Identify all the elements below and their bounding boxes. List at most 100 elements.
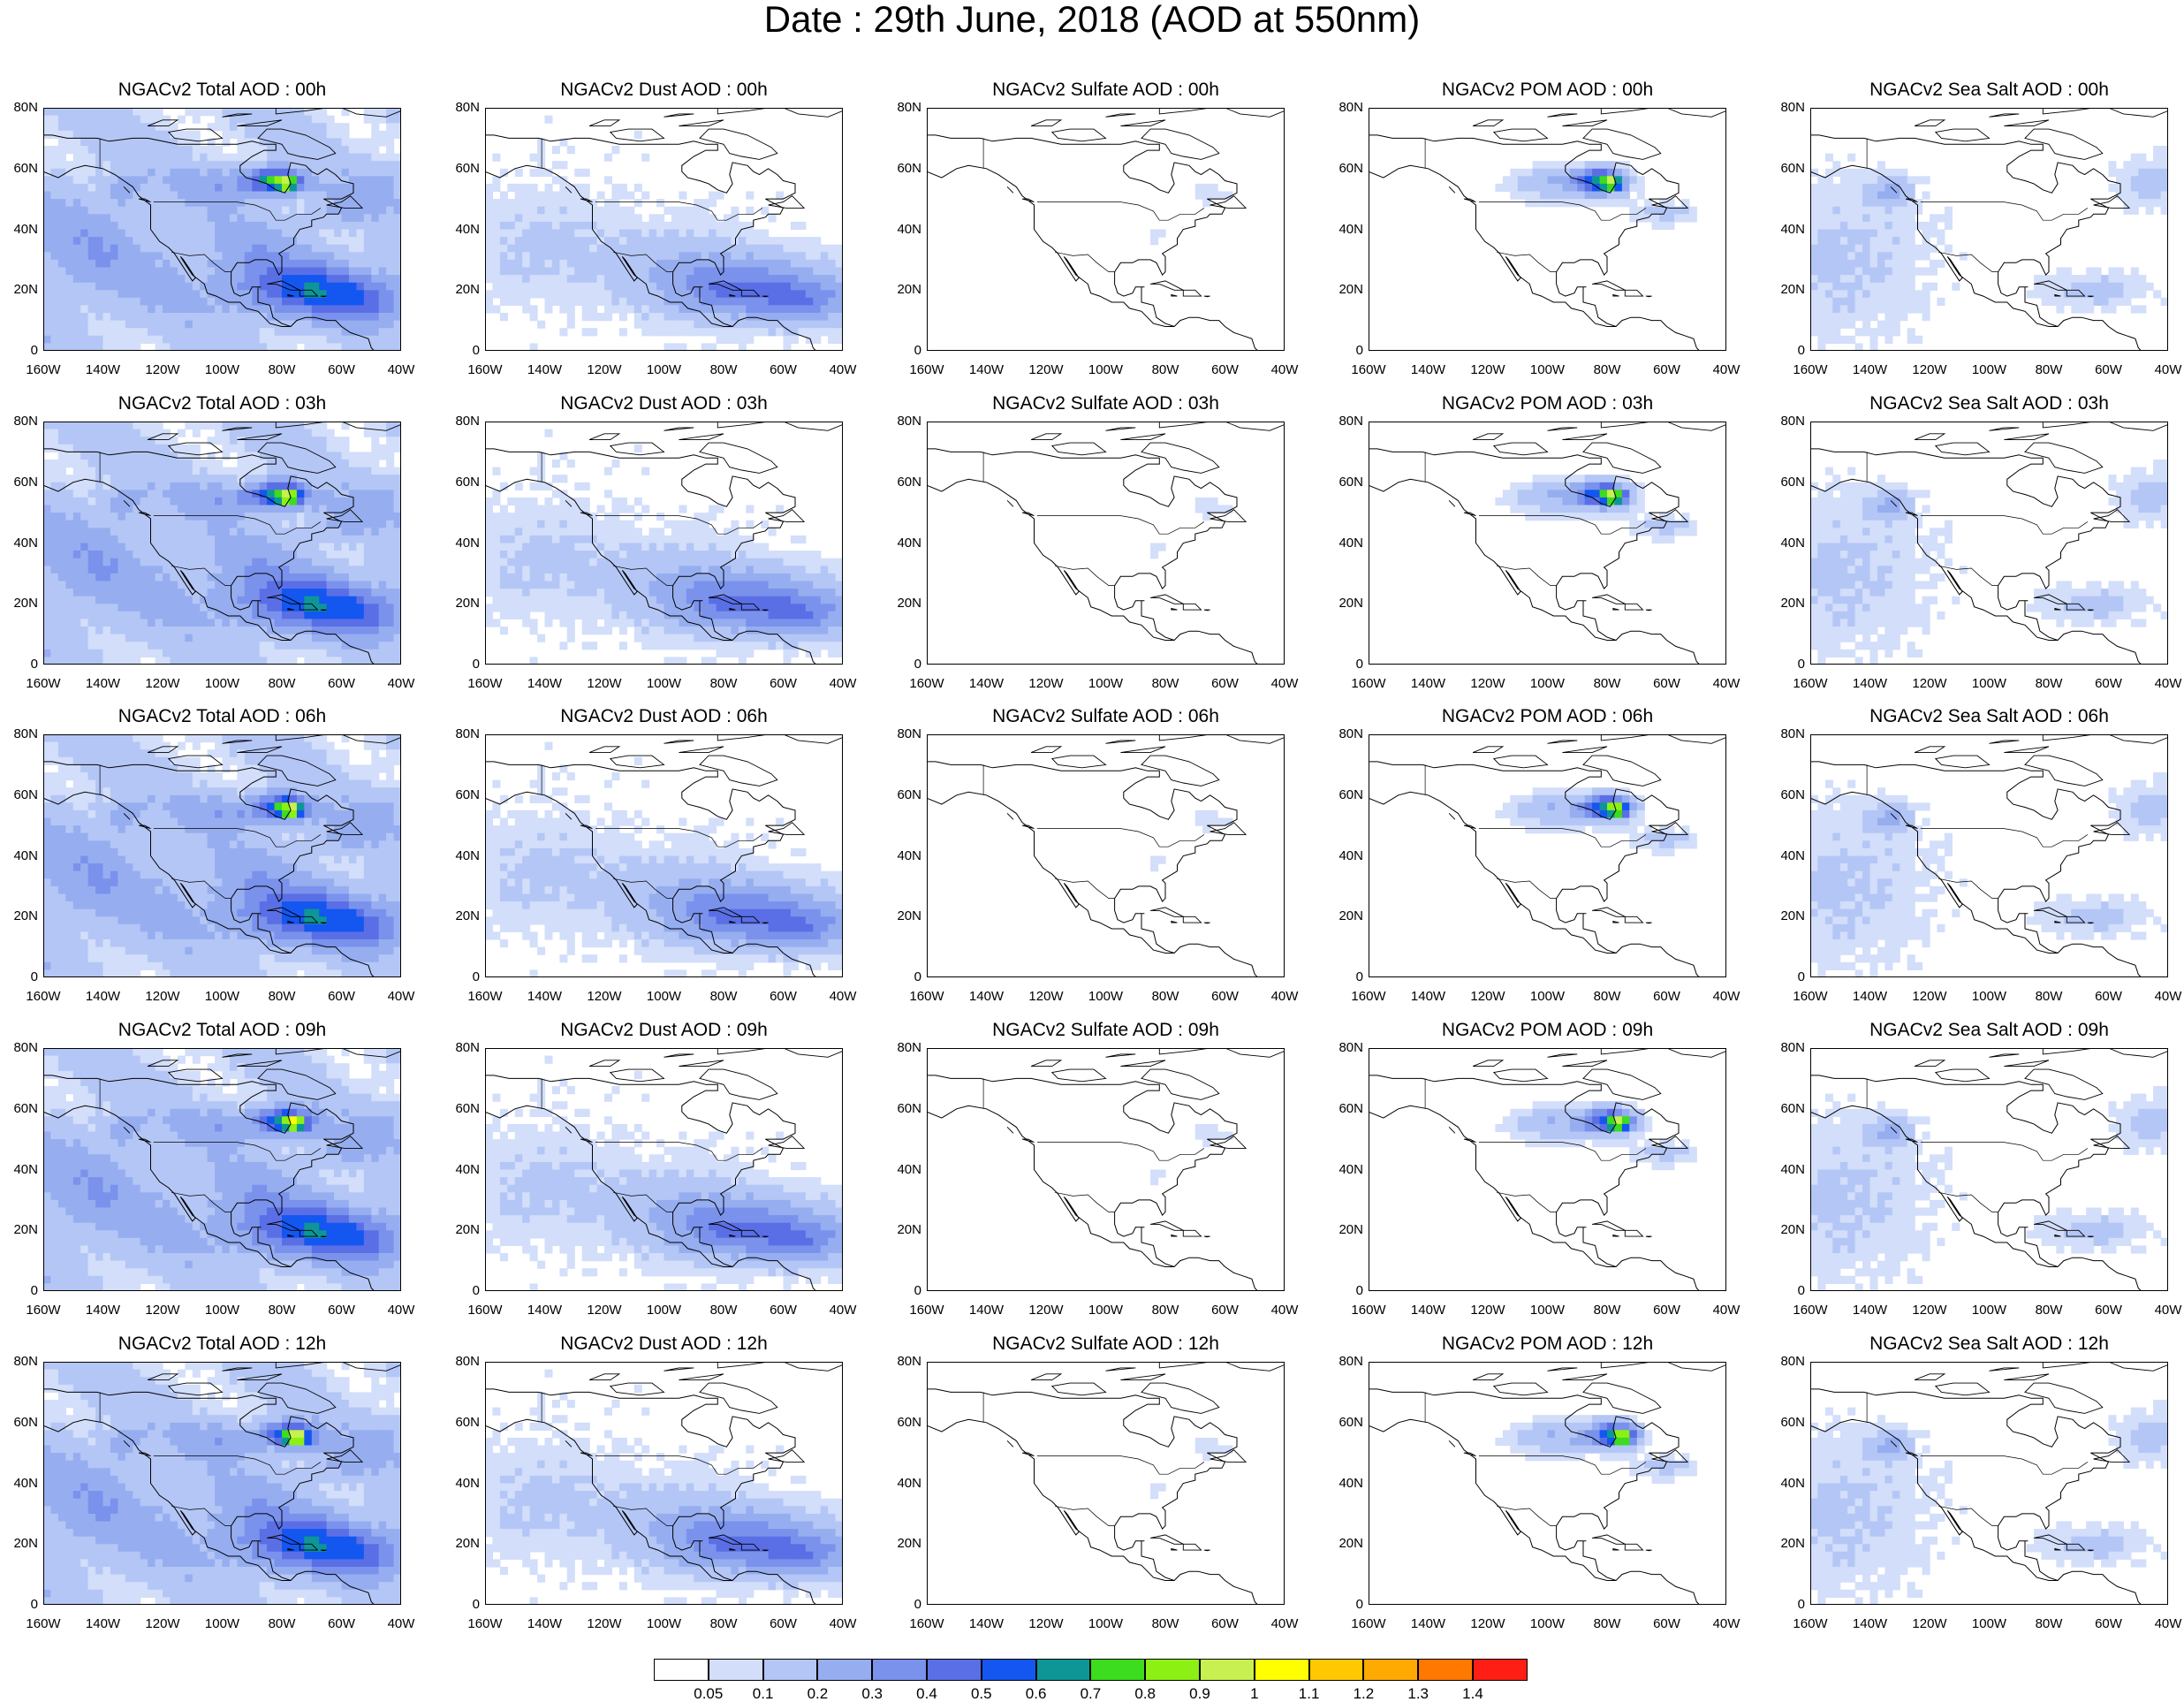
aod-cell <box>65 551 74 559</box>
aod-cell <box>611 252 620 261</box>
aod-cell <box>170 153 178 162</box>
aod-cell <box>485 558 494 566</box>
aod-cell <box>215 161 224 170</box>
aod-cell <box>356 252 365 261</box>
aod-cell <box>102 267 111 276</box>
aod-cell <box>581 551 590 559</box>
aod-cell <box>274 237 283 246</box>
aod-cell <box>80 573 89 582</box>
aod-cell <box>363 267 372 276</box>
aod-cell <box>185 275 193 284</box>
aod-cell <box>57 596 66 604</box>
aod-cell <box>207 335 216 344</box>
aod-cell <box>65 589 74 597</box>
aod-cell <box>80 115 89 124</box>
aod-cell <box>1525 176 1534 185</box>
aod-cell <box>65 244 74 253</box>
aod-cell <box>371 429 380 437</box>
aod-cell <box>200 282 209 291</box>
aod-cell <box>341 475 350 483</box>
aod-cell <box>50 581 59 589</box>
aod-cell <box>200 611 209 619</box>
aod-cell <box>356 460 365 468</box>
aod-cell <box>237 313 246 322</box>
aod-cell <box>319 581 328 589</box>
aod-cell <box>125 252 133 261</box>
aod-cell <box>110 589 118 597</box>
aod-cell <box>790 566 799 574</box>
aod-cell <box>319 275 328 284</box>
aod-cell <box>2056 290 2065 299</box>
aod-cell <box>574 482 583 490</box>
aod-cell <box>215 528 224 536</box>
aod-cell <box>185 581 193 589</box>
aod-cell <box>207 275 216 284</box>
aod-cell <box>356 244 365 253</box>
aod-cell <box>805 305 814 314</box>
aod-cell <box>118 320 126 329</box>
aod-cell <box>1862 290 1871 299</box>
aod-cell <box>148 237 156 246</box>
aod-cell <box>177 206 186 215</box>
aod-cell <box>363 513 372 521</box>
aod-cell <box>170 214 178 223</box>
aod-cell <box>237 604 246 612</box>
aod-cell <box>133 282 141 291</box>
aod-cell <box>1862 275 1871 284</box>
aod-cell <box>57 513 66 521</box>
aod-cell <box>177 183 186 193</box>
aod-cell <box>1937 259 1945 269</box>
aod-cell <box>334 558 343 566</box>
aod-cell <box>222 130 231 139</box>
aod-cell <box>125 115 133 124</box>
aod-cell <box>267 558 276 566</box>
aod-cell <box>386 176 395 185</box>
aod-cell <box>581 520 590 528</box>
aod-cell <box>544 573 553 582</box>
aod-cell <box>1839 176 1848 185</box>
aod-cell <box>163 252 171 261</box>
aod-cell <box>1862 313 1871 322</box>
aod-cell <box>544 535 553 544</box>
aod-cell <box>671 543 679 551</box>
aod-cell <box>753 558 762 566</box>
aod-cell <box>371 619 380 627</box>
aod-cell <box>783 313 792 322</box>
aod-cell <box>252 497 261 506</box>
y-tick-label: 80N <box>13 414 38 429</box>
aod-cell <box>768 305 777 314</box>
aod-cell <box>237 297 246 306</box>
aod-cell <box>267 290 276 299</box>
aod-cell <box>148 320 156 329</box>
aod-cell <box>393 214 401 223</box>
aod-cell <box>679 259 687 269</box>
aod-cell <box>581 244 590 253</box>
aod-cell <box>87 627 96 635</box>
aod-cell <box>289 429 298 437</box>
aod-cell <box>326 627 335 635</box>
aod-cell <box>790 313 799 322</box>
aod-cell <box>155 596 163 604</box>
aod-cell <box>296 335 305 344</box>
aod-cell <box>485 543 494 551</box>
aod-cell <box>1900 297 1908 306</box>
aod-cell <box>155 206 163 215</box>
aod-cell <box>304 282 313 291</box>
aod-cell <box>87 146 96 155</box>
aod-cell <box>95 596 104 604</box>
aod-cell <box>192 183 201 193</box>
aod-cell <box>2086 282 2095 291</box>
aod-cell <box>311 206 320 215</box>
aod-cell <box>724 305 732 314</box>
aod-cell <box>155 452 163 460</box>
aod-cell <box>133 206 141 215</box>
aod-cell <box>716 297 724 306</box>
aod-cell <box>805 244 814 253</box>
aod-cell <box>378 444 387 452</box>
aod-cell <box>813 551 822 559</box>
aod-cell <box>148 619 156 627</box>
aod-cell <box>200 460 209 468</box>
aod-cell <box>155 214 163 223</box>
aod-cell <box>319 305 328 314</box>
aod-cell <box>95 252 104 261</box>
